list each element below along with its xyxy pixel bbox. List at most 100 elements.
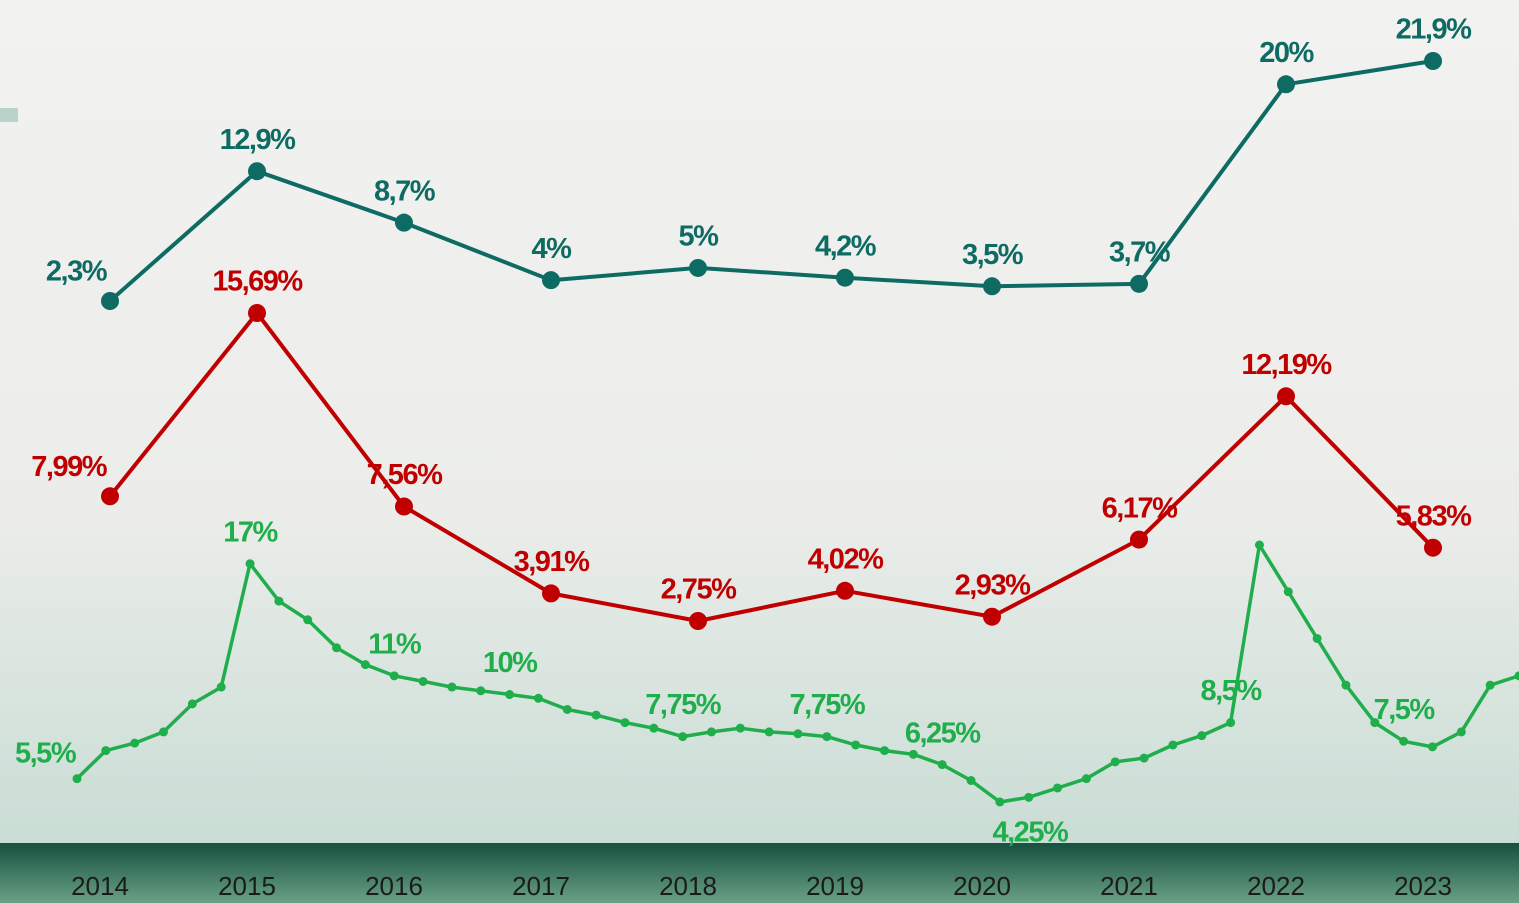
marker [937,760,947,770]
marker [735,723,745,733]
x-tick-label: 2014 [71,871,129,901]
marker [1130,274,1148,293]
marker [1312,633,1322,643]
value-label: 20% [1259,37,1314,69]
marker [1024,792,1034,802]
value-label: 12,9% [220,124,296,156]
marker [880,746,890,756]
line [108,59,1434,303]
marker [678,732,688,742]
x-tick-label: 2019 [806,871,864,901]
marker [533,693,543,703]
value-label: 7,5% [1374,694,1436,726]
value-label: 5,83% [1396,500,1472,532]
x-tick-label: 2021 [1100,871,1158,901]
marker [649,723,659,733]
value-label: 7,56% [367,459,443,491]
marker [689,612,707,630]
marker [1514,671,1519,681]
marker [620,718,630,728]
marker [1168,740,1178,750]
marker [360,660,370,670]
marker [793,729,803,739]
value-label: 6,17% [1102,492,1178,524]
marker [983,607,1001,626]
x-tick-label: 2018 [659,871,717,901]
marker [418,676,428,686]
value-label: 2,93% [955,569,1031,601]
marker [332,643,342,653]
marker [1456,727,1466,737]
marker [187,699,197,709]
value-label: 4,25% [993,817,1069,849]
axis-band [0,843,1519,903]
marker [1341,680,1351,690]
value-label: 8,5% [1201,675,1263,707]
marker [1130,530,1148,549]
value-label: 4% [532,233,573,265]
marker [591,710,601,720]
marker [101,487,119,506]
marker [1197,731,1207,741]
value-label: 5,5% [15,737,77,769]
plot: 2014 2015 2016 2017 2018 2019 2020 2021 2022 2023… [15,14,1519,901]
marker [101,746,111,756]
marker [689,258,707,277]
marker [1226,718,1236,728]
marker [159,727,169,737]
marker [1139,753,1149,763]
value-label: 17% [223,516,278,548]
x-tick-label: 2022 [1247,871,1305,901]
marker [1053,783,1063,793]
marker [995,797,1005,807]
marker [542,584,560,603]
marker [505,690,515,700]
marker [216,682,226,692]
marker [395,497,413,516]
value-label: 4,02% [808,543,884,575]
x-tick-label: 2015 [218,871,276,901]
background [0,0,1519,843]
marker [851,740,861,750]
value-label: 10% [483,647,538,679]
marker [836,268,854,287]
marker [101,292,119,310]
x-tick-label: 2017 [512,871,570,901]
marker [764,727,774,737]
marker [130,738,140,748]
marker [476,686,486,696]
value-label: 8,7% [374,175,436,207]
marker [706,727,716,737]
value-label: 7,75% [789,689,865,721]
x-tick-label: 2020 [953,871,1011,901]
marker [1427,742,1437,752]
value-label: 3,7% [1109,237,1171,269]
marker [1424,538,1442,557]
value-label: 2,3% [46,256,108,288]
value-label: 4,2% [815,230,877,262]
value-label: 15,69% [212,266,303,298]
marker [1399,736,1409,746]
value-label: 6,25% [905,717,981,749]
marker [274,596,284,606]
marker [303,615,313,625]
marker [1370,718,1380,728]
value-label: 3,91% [514,546,590,578]
marker [1485,680,1495,690]
value-label: 7,75% [645,689,721,721]
line [108,311,1435,623]
marker [983,277,1001,296]
value-label: 3,5% [962,239,1024,271]
marker [447,682,457,692]
marker [1081,774,1091,784]
marker [1254,540,1264,550]
marker [966,776,976,786]
marker [72,774,82,784]
x-tick-label: 2023 [1394,871,1452,901]
value-label: 12,19% [1241,349,1332,381]
marker [1110,757,1120,767]
decoration [0,108,18,122]
marker [1277,387,1295,406]
marker [395,213,413,232]
marker [562,704,572,714]
